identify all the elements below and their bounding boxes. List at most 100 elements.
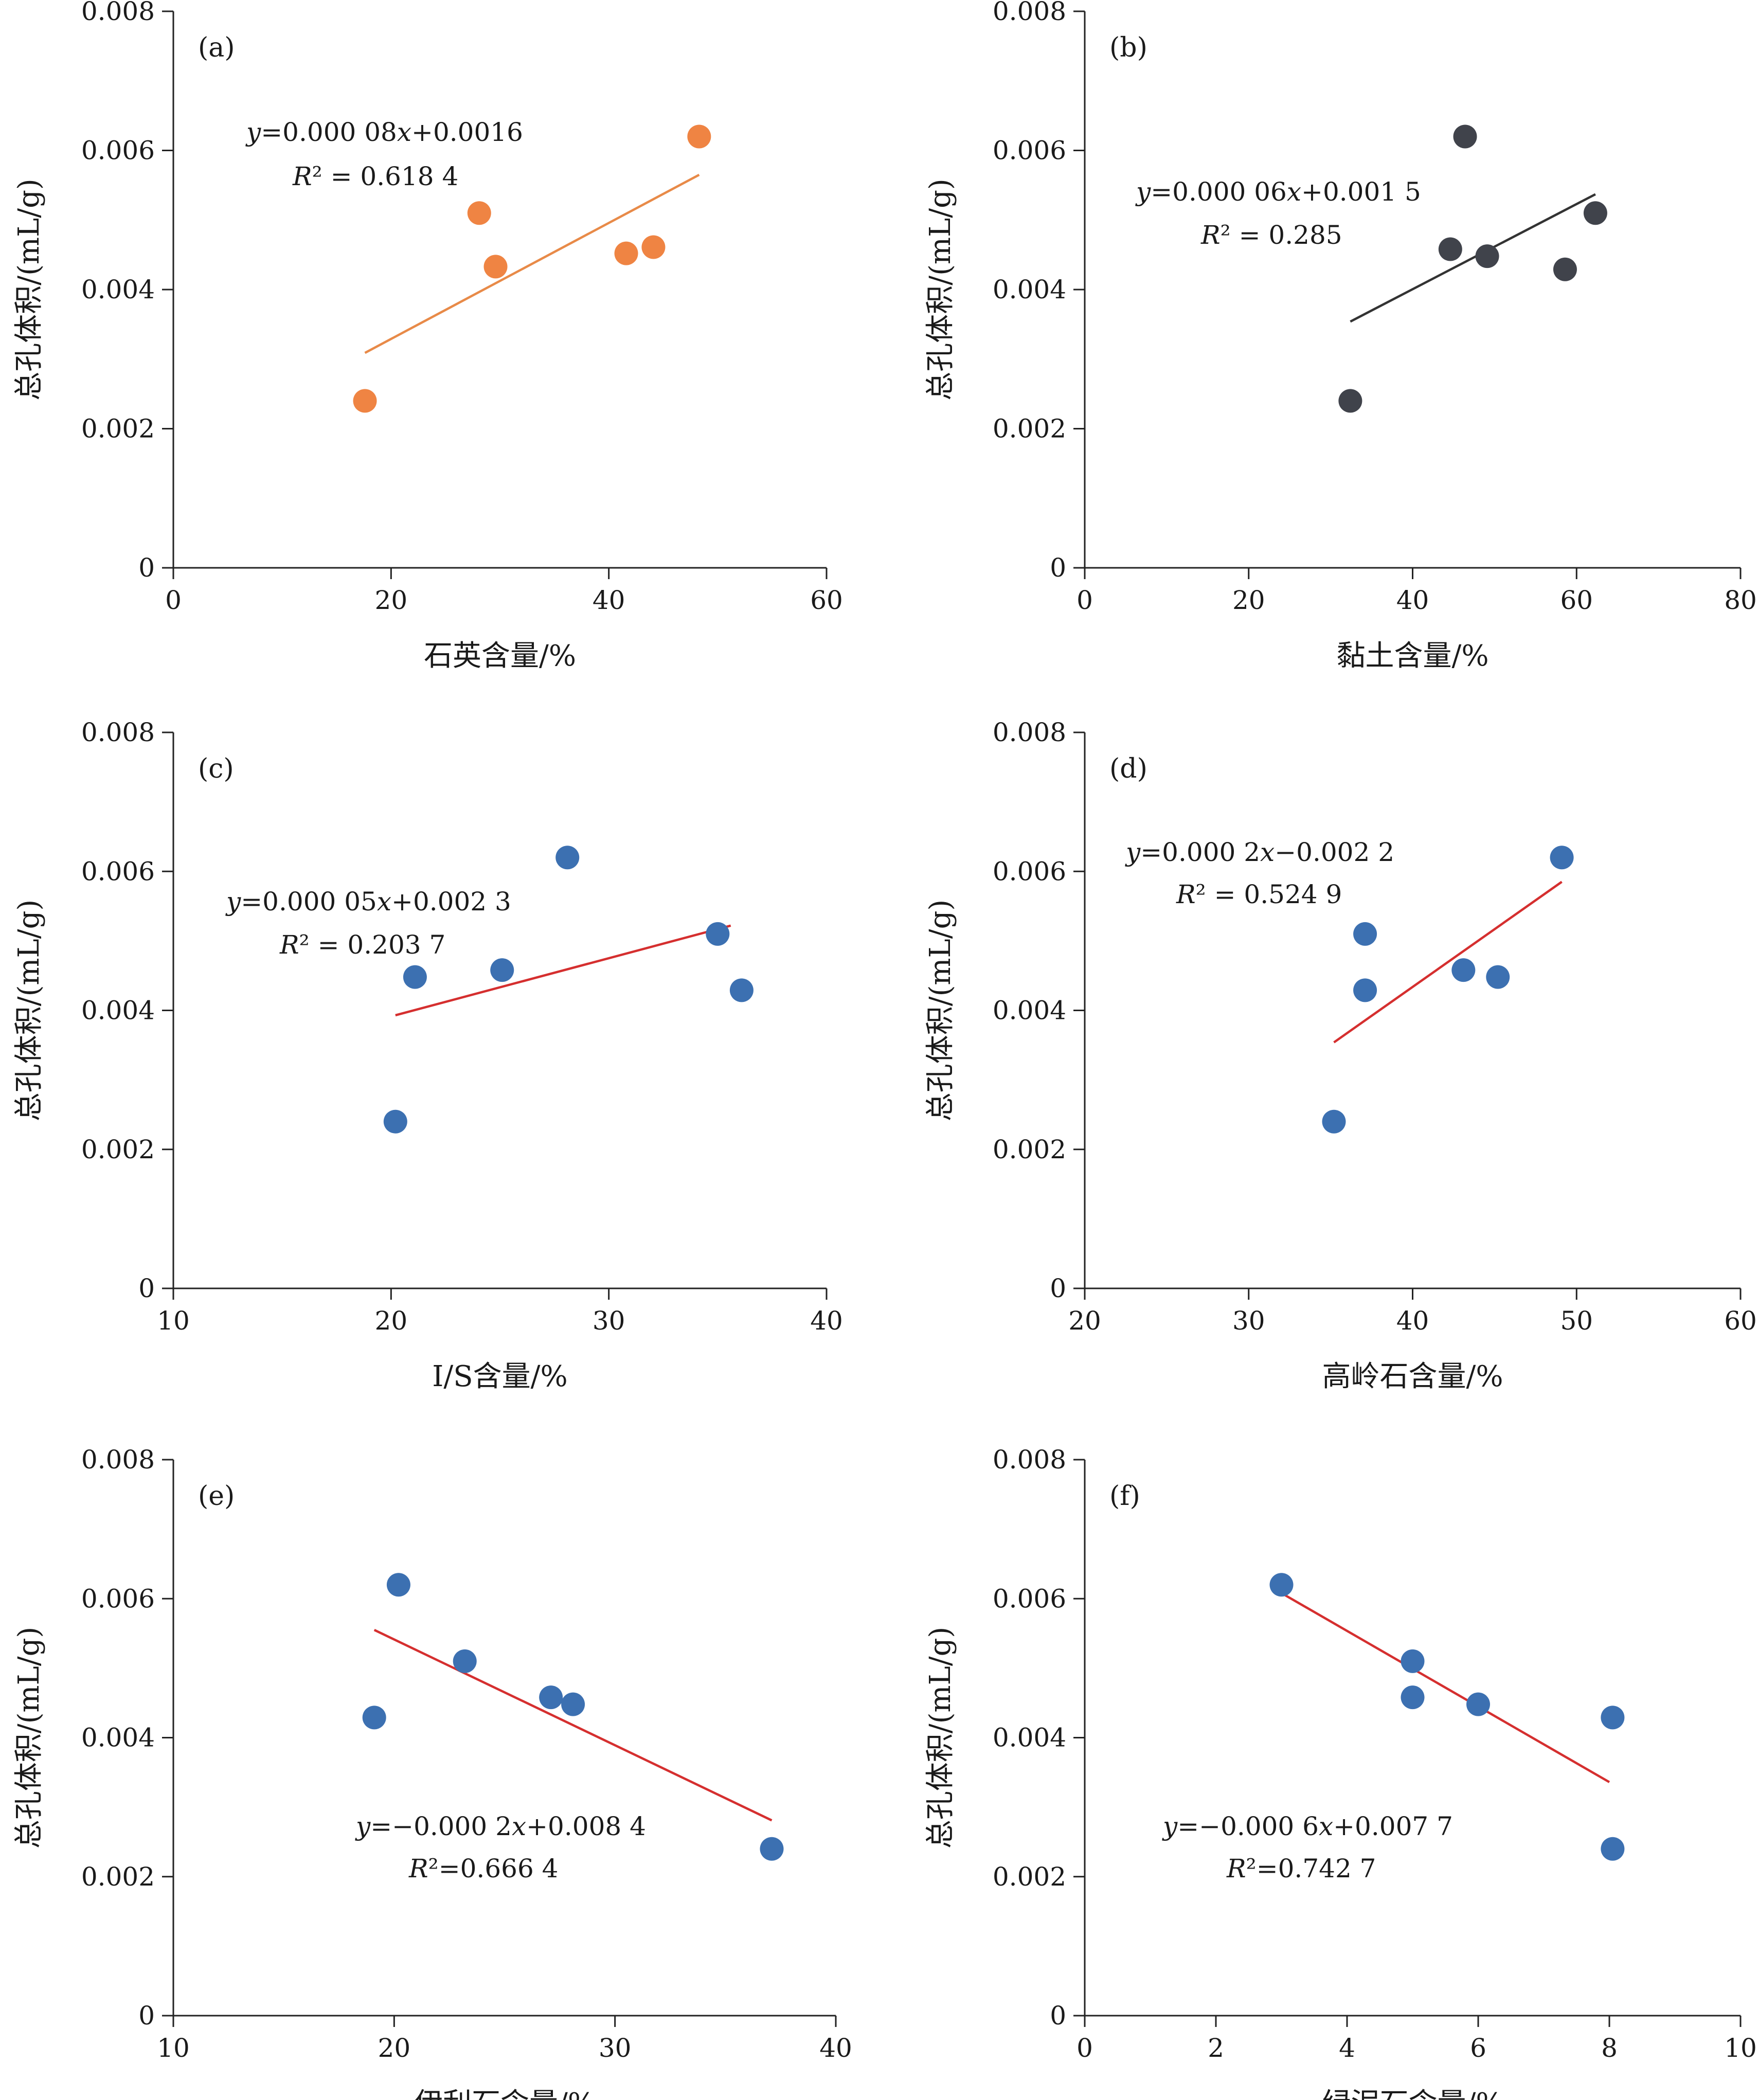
x-tick-label: 20 <box>1232 585 1265 615</box>
data-point-5 <box>1601 1706 1625 1730</box>
x-tick-label: 0 <box>1077 585 1093 615</box>
y-tick-label: 0.002 <box>81 414 155 444</box>
data-point-4 <box>1466 1692 1490 1716</box>
data-point-1 <box>1338 389 1362 413</box>
x-tick-label: 0 <box>1077 2033 1093 2063</box>
y-tick-label: 0.008 <box>81 1445 155 1475</box>
trendline <box>395 924 731 1017</box>
x-tick-label: 40 <box>593 585 625 615</box>
data-point-6 <box>729 978 754 1002</box>
panel-label: (d) <box>1109 753 1147 784</box>
y-tick-label: 0.006 <box>81 856 155 886</box>
data-point-2 <box>1353 922 1377 946</box>
x-tick-label: 2 <box>1208 2033 1224 2063</box>
panel-c: 0 0.002 0.004 0.006 0.008 10 20 30 40 I/S含量/% 总孔体积… <box>12 717 843 1393</box>
x-tick-label: 8 <box>1601 2033 1618 2063</box>
data-point-2 <box>467 201 491 225</box>
y-tick-label: 0.002 <box>993 1862 1066 1892</box>
data-point-3 <box>1453 124 1477 149</box>
y-tick-label: 0.006 <box>993 856 1066 886</box>
data-point-4 <box>1475 244 1499 268</box>
y-tick-label: 0 <box>138 1273 155 1303</box>
data-point-6 <box>1601 1837 1625 1861</box>
y-tick-label: 0.006 <box>81 1584 155 1613</box>
y-tick-label: 0.002 <box>993 414 1066 444</box>
data-point-3 <box>1353 978 1377 1002</box>
data-point-1 <box>1269 1573 1294 1597</box>
x-tick-label: 20 <box>375 585 408 615</box>
trendline <box>373 1629 773 1822</box>
panel-d: 0 0.002 0.004 0.006 0.008 20 30 40 50 60 高岭石含量/% 总孔… <box>924 717 1757 1393</box>
panel-e: 0 0.002 0.004 0.006 0.008 10 20 30 40 伊利石含量/% 总孔体积… <box>12 1445 852 2100</box>
regression-equation: y=0.000 05x+0.002 3 <box>225 887 511 917</box>
y-axis-label: 总孔体积/(mL/g) <box>12 1627 46 1849</box>
y-tick-label: 0 <box>1050 553 1066 583</box>
panel-b: 0 0.002 0.004 0.006 0.008 0 20 40 60 80 黏土含量/% 总孔体积… <box>924 0 1757 673</box>
x-tick-label: 30 <box>599 2033 632 2063</box>
x-tick-label: 20 <box>378 2033 411 2063</box>
y-tick-label: 0 <box>1050 2001 1066 2031</box>
y-tick-label: 0.008 <box>993 0 1066 26</box>
x-tick-label: 10 <box>1724 2033 1757 2063</box>
x-tick-label: 40 <box>1396 585 1429 615</box>
x-tick-label: 4 <box>1339 2033 1355 2063</box>
y-tick-label: 0 <box>138 2001 155 2031</box>
data-point-3 <box>453 1649 477 1673</box>
x-axis-label: I/S含量/% <box>432 1360 567 1393</box>
y-tick-label: 0.006 <box>993 1584 1066 1613</box>
y-tick-label: 0.008 <box>993 717 1066 747</box>
trendline <box>364 173 700 354</box>
x-tick-label: 50 <box>1560 1306 1593 1336</box>
y-axis-label: 总孔体积/(mL/g) <box>924 1627 957 1849</box>
data-point-6 <box>1550 846 1574 870</box>
x-tick-label: 60 <box>810 585 843 615</box>
y-tick-label: 0.004 <box>993 1723 1066 1753</box>
r-squared: R² = 0.285 <box>1200 220 1342 250</box>
data-point-2 <box>386 1573 410 1597</box>
panel-f: 0 0.002 0.004 0.006 0.008 0 2 4 6 8 10 绿泥石含量/% 总孔体积/… <box>924 1445 1757 2100</box>
data-point-3 <box>483 255 508 279</box>
r-squared: R² = 0.618 4 <box>292 161 458 191</box>
y-tick-label: 0.006 <box>993 136 1066 166</box>
panel-label: (a) <box>198 32 235 63</box>
r-squared: R² = 0.203 7 <box>279 930 445 960</box>
r-squared: R² = 0.524 9 <box>1176 880 1342 909</box>
data-point-5 <box>706 922 730 946</box>
x-tick-label: 30 <box>593 1306 625 1336</box>
data-point-1 <box>383 1109 407 1134</box>
x-tick-label: 6 <box>1470 2033 1486 2063</box>
data-point-2 <box>1401 1649 1425 1673</box>
data-point-5 <box>1553 257 1577 281</box>
x-tick-label: 20 <box>1068 1306 1101 1336</box>
y-axis-label: 总孔体积/(mL/g) <box>924 178 957 401</box>
x-tick-label: 10 <box>157 2033 190 2063</box>
x-tick-label: 40 <box>1396 1306 1429 1336</box>
x-axis-label: 绿泥石含量/% <box>1322 2087 1503 2100</box>
data-point-6 <box>687 124 711 149</box>
regression-equation: y=−0.000 6x+0.007 7 <box>1162 1811 1453 1841</box>
x-tick-label: 40 <box>810 1306 843 1336</box>
data-point-5 <box>1486 965 1510 989</box>
data-point-4 <box>555 846 580 870</box>
y-tick-label: 0.004 <box>993 996 1066 1026</box>
y-tick-label: 0.004 <box>993 275 1066 304</box>
x-tick-label: 30 <box>1232 1306 1265 1336</box>
data-point-1 <box>1322 1109 1346 1134</box>
y-tick-label: 0.008 <box>993 1445 1066 1475</box>
y-tick-label: 0.002 <box>81 1862 155 1892</box>
y-tick-label: 0.004 <box>81 1723 155 1753</box>
y-tick-label: 0 <box>1050 1273 1066 1303</box>
x-tick-label: 60 <box>1560 585 1593 615</box>
trendline <box>1333 881 1563 1044</box>
data-point-1 <box>353 389 377 413</box>
x-tick-label: 20 <box>375 1306 408 1336</box>
data-point-4 <box>614 241 638 265</box>
data-point-4 <box>1451 958 1476 982</box>
x-tick-label: 40 <box>819 2033 852 2063</box>
x-tick-label: 0 <box>165 585 182 615</box>
x-tick-label: 60 <box>1724 1306 1757 1336</box>
data-point-5 <box>561 1692 585 1716</box>
y-tick-label: 0.008 <box>81 717 155 747</box>
panel-label: (e) <box>198 1481 235 1512</box>
